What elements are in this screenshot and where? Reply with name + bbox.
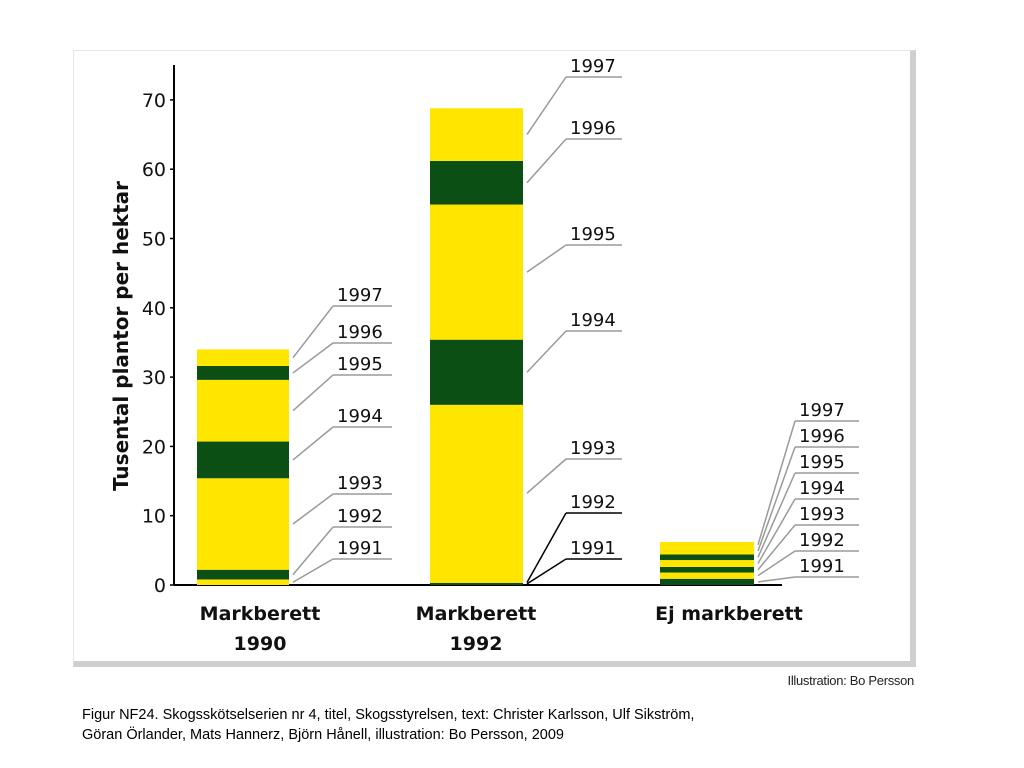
segment-year-label: 1991	[337, 538, 383, 559]
y-tick-label: 60	[142, 159, 166, 181]
y-tick-label: 70	[142, 90, 166, 112]
segment-year-label: 1993	[337, 473, 383, 494]
segment-year-label: 1996	[337, 322, 383, 343]
y-axis-label: Tusental plantor per hektar	[109, 181, 133, 491]
leader-line	[526, 76, 567, 135]
bar-segment	[660, 560, 754, 567]
bar-segment	[660, 547, 754, 555]
segment-year-label: 1993	[570, 438, 616, 459]
category-label: Markberett	[416, 603, 537, 625]
category-label: 1992	[450, 633, 503, 655]
y-tick-label: 10	[142, 506, 166, 528]
y-tick-label: 30	[142, 367, 166, 389]
segment-year-label: 1994	[570, 310, 616, 331]
leader-line	[526, 512, 567, 583]
bar-segment	[660, 554, 754, 561]
bar-segment	[430, 204, 523, 340]
leader-line	[757, 446, 796, 552]
y-tick-label: 20	[142, 436, 166, 458]
segment-year-label: 1997	[337, 285, 383, 306]
y-tick-label: 50	[142, 229, 166, 251]
segment-year-label: 1991	[799, 556, 845, 577]
leader-line	[757, 472, 796, 558]
bar-segment	[197, 579, 289, 585]
bar-segment	[197, 366, 289, 380]
segment-year-label: 1992	[570, 492, 616, 513]
bars	[197, 108, 754, 585]
bar-segment	[430, 160, 523, 205]
figure-caption: Figur NF24. Skogsskötselserien nr 4, tit…	[82, 705, 942, 745]
leader-line	[526, 138, 567, 184]
y-tick-label: 0	[154, 575, 166, 597]
leader-line	[757, 420, 796, 546]
caption-line-2: Göran Örlander, Mats Hannerz, Björn Håne…	[82, 727, 564, 743]
leader-line	[757, 550, 796, 577]
y-tick-label: 40	[142, 298, 166, 320]
segment-year-label: 1992	[337, 506, 383, 527]
bar-segment	[430, 339, 523, 405]
bar-segment	[660, 566, 754, 573]
segment-year-labels: 1991 1992 1993 1994 1995 1996 1997 1991 1992 1993…	[292, 56, 859, 585]
leader-line	[292, 526, 334, 576]
segment-year-label: 1996	[799, 426, 845, 447]
stacked-bar-chart: 0 10 20 30 40 50 60 70 Tusental plantor per hekt…	[109, 56, 859, 655]
bar-segment	[430, 108, 523, 161]
leader-line	[757, 576, 796, 583]
segment-year-label: 1993	[799, 504, 845, 525]
leader-line	[526, 558, 567, 585]
leader-line	[292, 342, 334, 374]
category-label: Markberett	[200, 603, 321, 625]
bar-segment	[660, 578, 754, 585]
bar-segment	[430, 582, 523, 585]
segment-year-label: 1994	[799, 478, 845, 499]
bar-segment	[197, 349, 289, 367]
leader-line	[292, 426, 334, 461]
segment-year-label: 1994	[337, 406, 383, 427]
leader-line	[757, 524, 796, 571]
category-labels: Markberett 1990 Markberett 1992 Ej markberet…	[200, 603, 803, 655]
caption-line-1: Figur NF24. Skogsskötselserien nr 4, tit…	[82, 707, 695, 723]
leader-line	[526, 330, 567, 373]
segment-year-label: 1995	[799, 452, 845, 473]
bar-segment	[197, 569, 289, 580]
axes: 0 10 20 30 40 50 60 70 Tusental plantor per hekt…	[109, 65, 782, 597]
bar-segment	[197, 379, 289, 442]
segment-year-label: 1996	[570, 118, 616, 139]
leader-line	[292, 558, 334, 583]
segment-year-label: 1995	[337, 354, 383, 375]
category-label: Ej markberett	[655, 603, 803, 625]
leader-line	[757, 498, 796, 564]
bar-segment	[197, 441, 289, 479]
leader-line	[292, 305, 334, 359]
leader-line	[526, 244, 567, 273]
illustration-credit: Illustration: Bo Persson	[787, 673, 915, 688]
bar-segment	[430, 581, 523, 583]
leader-line	[526, 458, 567, 494]
bar-segment	[197, 478, 289, 570]
leader-line	[292, 374, 334, 412]
segment-year-label: 1997	[570, 56, 616, 77]
segment-year-label: 1997	[799, 400, 845, 421]
bar-segment	[430, 404, 523, 582]
figure-frame: 0 10 20 30 40 50 60 70 Tusental plantor per hekt…	[73, 50, 916, 667]
leader-line	[292, 493, 334, 525]
segment-year-label: 1992	[799, 530, 845, 551]
segment-year-label: 1991	[570, 538, 616, 559]
bar-segment	[660, 542, 754, 548]
category-label: 1990	[234, 633, 287, 655]
bar-segment	[660, 572, 754, 579]
segment-year-label: 1995	[570, 224, 616, 245]
